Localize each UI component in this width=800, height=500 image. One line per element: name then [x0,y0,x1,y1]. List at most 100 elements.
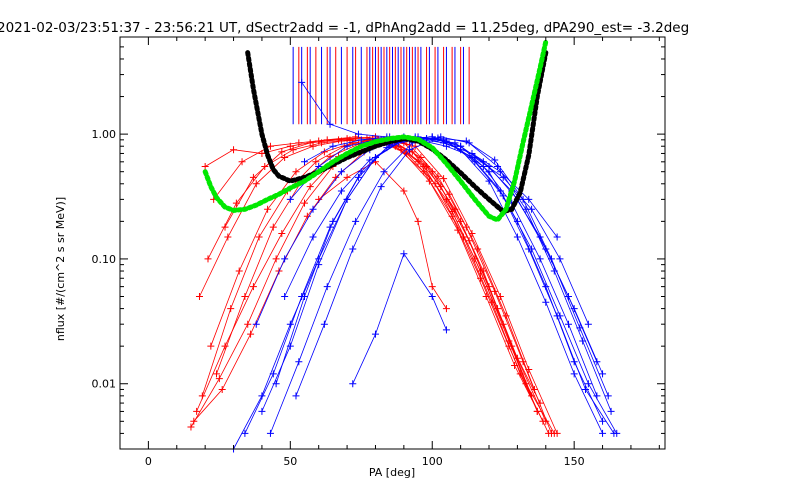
data-point [306,183,314,191]
data-point [593,358,601,366]
data-point [400,250,408,258]
data-point [272,380,280,388]
spikes-layer [292,46,470,125]
data-point [193,407,201,415]
data-point [269,370,277,378]
data-point [445,190,453,198]
data-point [343,173,351,181]
data-point [528,205,536,213]
data-point [354,130,362,138]
y-tick-label: 0.01 [92,378,117,391]
data-point [496,168,504,176]
data-point [252,320,260,328]
data-point [474,245,482,253]
data-point [241,293,249,301]
data-point [329,217,337,225]
data-point [292,392,300,400]
data-point [329,142,337,150]
data-point [301,158,309,166]
data-point [249,173,257,181]
data-point [613,429,621,437]
data-point [599,417,607,425]
data-point [235,267,243,275]
data-point [513,233,521,241]
data-point [309,205,317,213]
data-point [564,293,572,301]
data-point [295,358,303,366]
data-point [604,392,612,400]
data-point [295,139,303,147]
data-point [564,320,572,328]
data-point [491,156,499,164]
data-point [266,142,274,150]
data-point [417,153,425,161]
axes-layer [119,36,666,450]
data-point [371,330,379,338]
data-point [468,149,476,157]
data-point [457,142,465,150]
data-point [258,149,266,157]
data-point [428,283,436,291]
data-point [462,137,470,145]
data-point [482,293,490,301]
data-point [380,168,388,176]
data-point [448,207,456,215]
data-point [442,326,450,334]
data-point [309,233,317,241]
data-point [570,370,578,378]
plot-frame [119,36,666,450]
data-point [528,245,536,253]
data-line [295,137,609,396]
data-point [298,78,306,86]
data-point [556,255,564,263]
data-point [414,217,422,225]
data-point [593,392,601,400]
x-tick-label: 100 [422,455,443,468]
data-point [326,120,334,128]
data-point [207,342,215,350]
fit-curve [202,39,549,224]
data-point [366,156,374,164]
data-point [420,163,428,171]
data-point [349,380,357,388]
data-point [599,370,607,378]
data-point [440,175,448,183]
data-point [599,429,607,437]
data-point [201,163,209,171]
data-point [215,375,223,383]
data-point [440,139,448,147]
data-line [284,138,598,362]
x-axis-label: PA [deg] [369,466,415,479]
data-point [343,142,351,150]
data-point [218,385,226,393]
data-point [505,337,513,345]
data-point [213,370,221,378]
fit-curve [245,50,549,215]
data-point [434,134,442,142]
data-point [278,148,286,156]
data-point [442,305,450,313]
data-point [252,180,260,188]
data-point [536,255,544,263]
data-point [320,320,328,328]
data-point [542,298,550,306]
data-point [337,168,345,176]
data-point [281,153,289,161]
fit-layer [202,39,549,224]
y-axis-label: nflux [#/(cm^2 s sr MeV)] [54,197,67,341]
data-point [502,312,510,320]
data-point [349,245,357,253]
data-point [221,223,229,231]
data-point [289,146,297,154]
data-point [190,417,198,425]
data-point [476,267,484,275]
x-tick-label: 150 [564,455,585,468]
data-point [315,137,323,145]
data-point [258,407,266,415]
data-point [264,205,272,213]
data-point [230,146,238,154]
data-point [204,255,212,263]
data-point [238,158,246,166]
data-point [499,192,507,200]
data-point [286,195,294,203]
